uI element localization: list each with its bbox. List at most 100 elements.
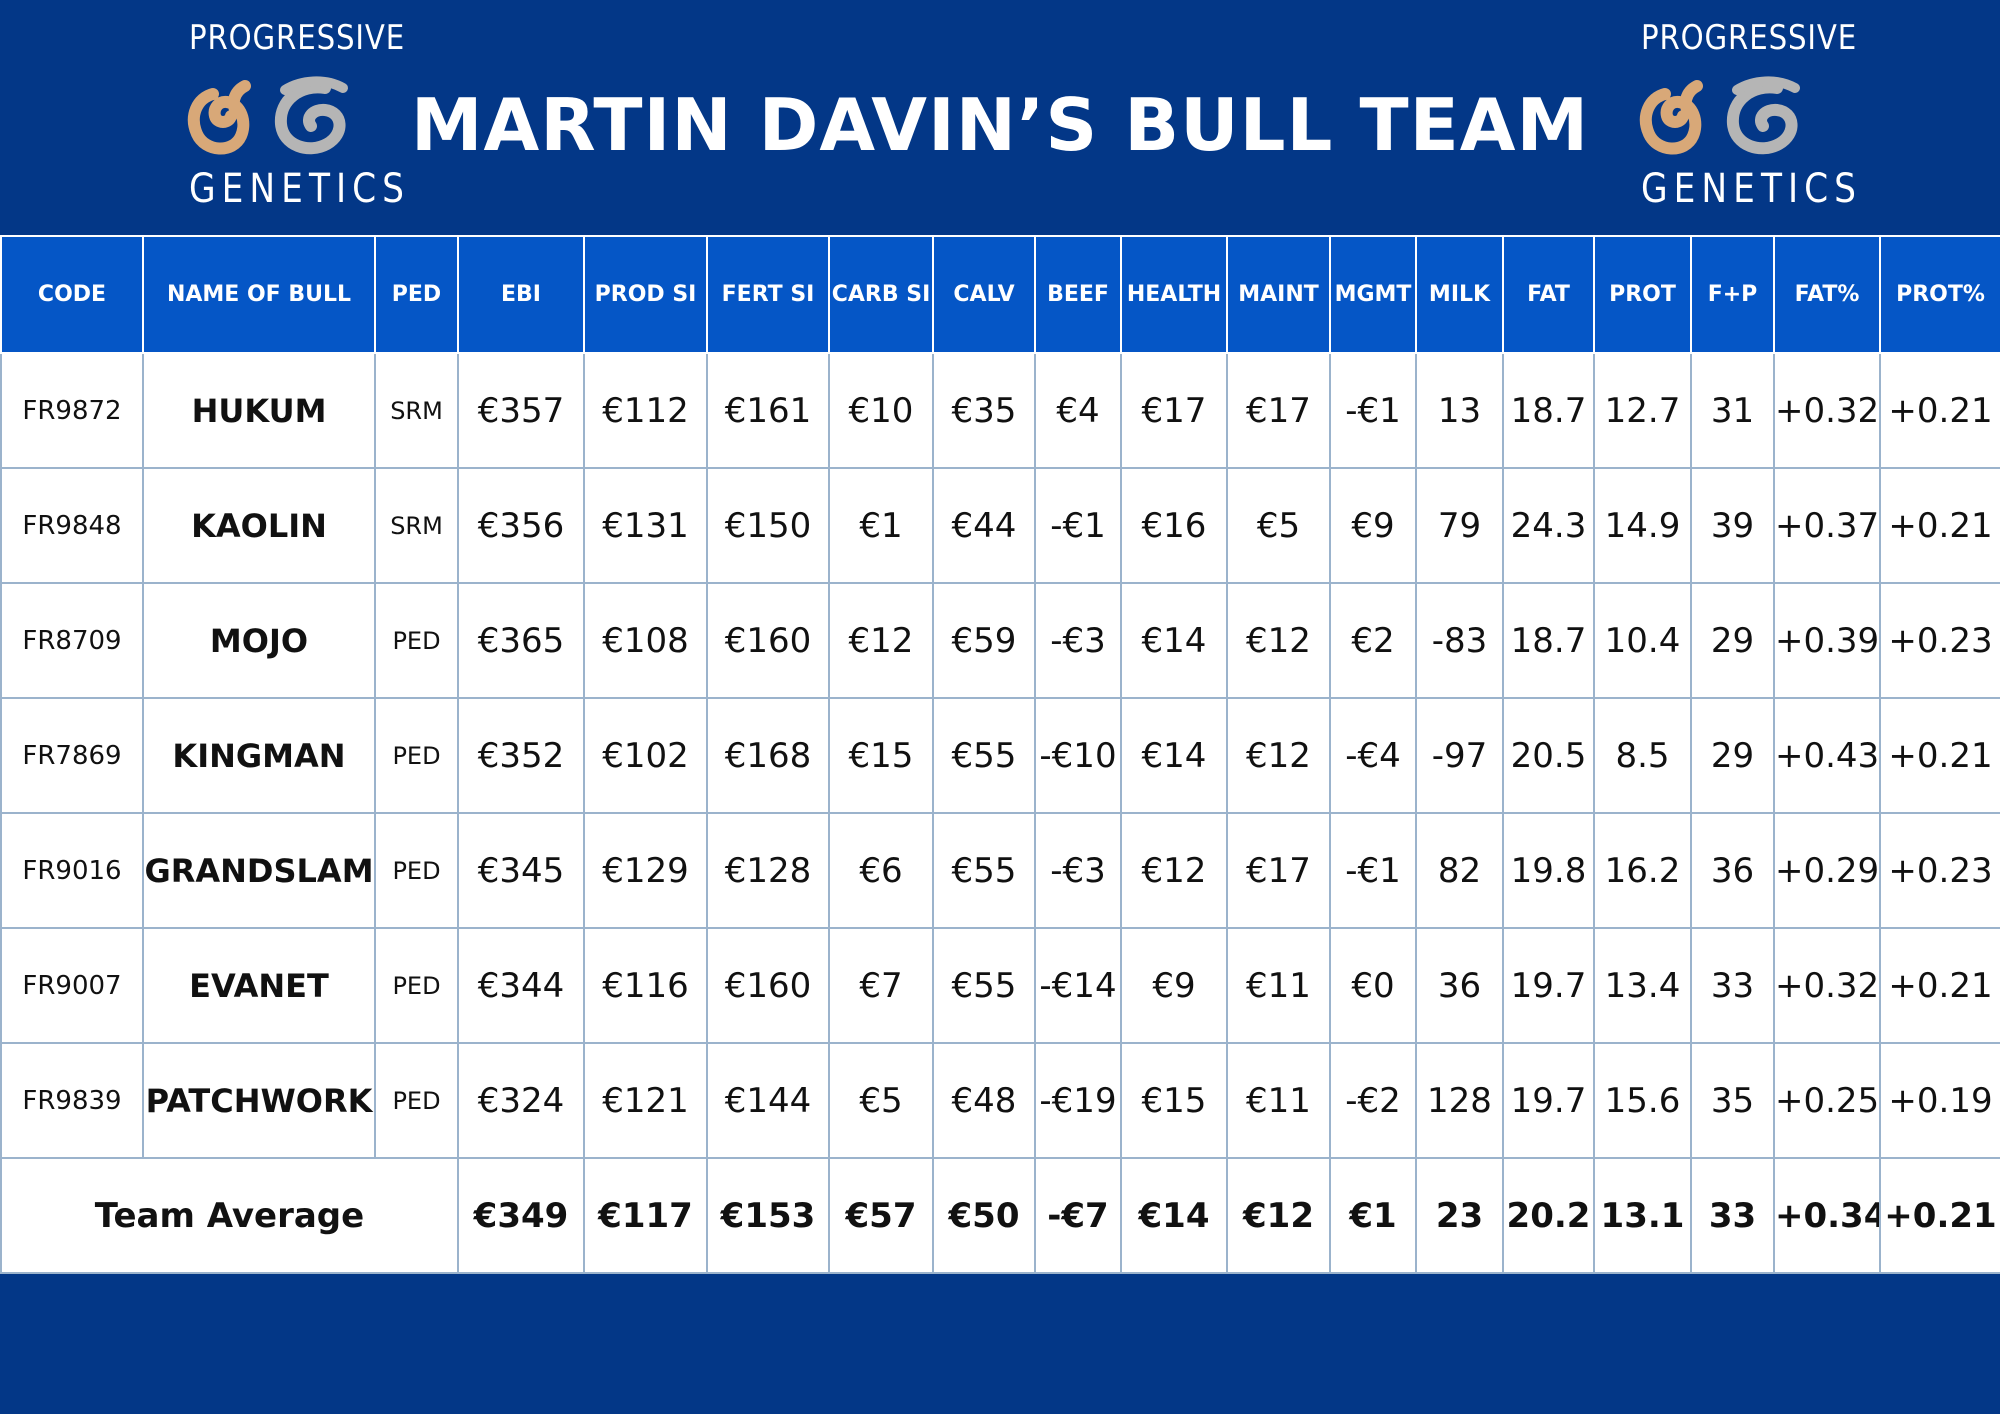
column-header-milk: MILK [1415,235,1504,354]
cell-fat-pct: +0.32 [1773,352,1881,469]
cell-ebi: €345 [457,812,585,929]
team-average-row: Team Average €349 €117 €153 €57 €50 -€7 €14 €12 €… [0,1157,2000,1274]
page-title: MARTIN DAVIN’S BULL TEAM [410,83,1590,167]
cell-fat-pct: +0.37 [1773,467,1881,584]
cell-maint: €12 [1226,697,1331,814]
cell-calv: €48 [932,1042,1036,1159]
cell-fert-si: €150 [706,467,830,584]
column-header-health: HEALTH [1120,235,1228,354]
column-header-mgmt: MGMT [1329,235,1417,354]
cell-carb-si: €5 [828,1042,934,1159]
column-header-prot-pct: PROT% [1879,235,2000,354]
table-body: FR9872 HUKUM SRM €357 €112 €161 €10 €35 €4 €17 €17… [0,352,2000,1274]
average-cell-fat: 20.2 [1502,1157,1595,1274]
average-cell-calv: €50 [932,1157,1036,1274]
cell-bull-name: HUKUM [142,352,376,469]
cell-fat: 19.7 [1502,927,1595,1044]
cell-maint: €17 [1226,352,1331,469]
cell-prod-si: €108 [583,582,708,699]
cell-mgmt: €0 [1329,927,1417,1044]
cell-prot-pct: +0.19 [1879,1042,2000,1159]
cell-prod-si: €131 [583,467,708,584]
cell-prod-si: €112 [583,352,708,469]
pg-swirl-icon [187,76,348,155]
cell-beef: €4 [1034,352,1122,469]
bull-team-table: CODE NAME OF BULL PED EBI PROD SI FERT S… [0,235,2000,1274]
cell-mgmt: €2 [1329,582,1417,699]
average-cell-beef: -€7 [1034,1157,1122,1274]
cell-code: FR8709 [0,582,144,699]
cell-beef: -€10 [1034,697,1122,814]
cell-fat-pct: +0.39 [1773,582,1881,699]
pg-swirl-icon [1639,76,1800,155]
cell-prod-si: €116 [583,927,708,1044]
cell-fp: 35 [1690,1042,1775,1159]
cell-calv: €59 [932,582,1036,699]
cell-mgmt: -€2 [1329,1042,1417,1159]
header-banner: PROGRESSIVE GENETICS MARTIN DAVIN’S BULL… [0,0,2000,235]
table-row: FR9007 EVANET PED €344 €116 €160 €7 €55 -€14 €9 €1… [0,927,2000,1044]
progressive-genetics-logo-left: PROGRESSIVE GENETICS [175,14,411,214]
cell-mgmt: €9 [1329,467,1417,584]
cell-beef: -€19 [1034,1042,1122,1159]
cell-fp: 36 [1690,812,1775,929]
cell-maint: €11 [1226,927,1331,1044]
cell-maint: €17 [1226,812,1331,929]
cell-carb-si: €6 [828,812,934,929]
cell-bull-name: EVANET [142,927,376,1044]
column-header-code: CODE [0,235,144,354]
cell-prot-pct: +0.21 [1879,352,2000,469]
cell-prot-pct: +0.21 [1879,467,2000,584]
cell-prod-si: €102 [583,697,708,814]
cell-fat: 19.7 [1502,1042,1595,1159]
cell-code: FR9848 [0,467,144,584]
cell-code: FR7869 [0,697,144,814]
cell-carb-si: €1 [828,467,934,584]
logo-text-bottom: GENETICS [1641,166,1863,212]
table-row: FR7869 KINGMAN PED €352 €102 €168 €15 €55 -€10 €1… [0,697,2000,814]
cell-bull-name: PATCHWORK [142,1042,376,1159]
cell-fert-si: €128 [706,812,830,929]
cell-ped: PED [374,582,459,699]
column-header-maint: MAINT [1226,235,1331,354]
cell-beef: -€1 [1034,467,1122,584]
average-cell-fat-pct: +0.34 [1773,1157,1881,1274]
cell-fert-si: €160 [706,582,830,699]
cell-health: €14 [1120,582,1228,699]
average-cell-prod-si: €117 [583,1157,708,1274]
cell-fp: 39 [1690,467,1775,584]
cell-fert-si: €161 [706,352,830,469]
cell-maint: €11 [1226,1042,1331,1159]
cell-ebi: €324 [457,1042,585,1159]
logo-text-bottom: GENETICS [189,166,411,212]
cell-mgmt: -€4 [1329,697,1417,814]
cell-health: €15 [1120,1042,1228,1159]
column-header-prot: PROT [1593,235,1692,354]
cell-prod-si: €121 [583,1042,708,1159]
table-row: FR9848 KAOLIN SRM €356 €131 €150 €1 €44 -€1 €16 €5… [0,467,2000,584]
average-cell-prot-pct: +0.21 [1879,1157,2000,1274]
cell-health: €16 [1120,467,1228,584]
cell-bull-name: KAOLIN [142,467,376,584]
cell-milk: 82 [1415,812,1504,929]
cell-prot-pct: +0.21 [1879,697,2000,814]
cell-bull-name: KINGMAN [142,697,376,814]
cell-code: FR9007 [0,927,144,1044]
cell-mgmt: -€1 [1329,352,1417,469]
cell-fat-pct: +0.25 [1773,1042,1881,1159]
column-header-carb-si: CARB SI [828,235,934,354]
average-cell-fert-si: €153 [706,1157,830,1274]
progressive-genetics-logo-right: PROGRESSIVE GENETICS [1627,14,1863,214]
cell-prot: 8.5 [1593,697,1692,814]
table-header-row: CODE NAME OF BULL PED EBI PROD SI FERT S… [0,235,2000,354]
logo-text-top: PROGRESSIVE [1641,18,1858,58]
cell-milk: 128 [1415,1042,1504,1159]
cell-milk: -97 [1415,697,1504,814]
cell-prot-pct: +0.23 [1879,582,2000,699]
column-header-ped: PED [374,235,459,354]
cell-ebi: €365 [457,582,585,699]
cell-ped: PED [374,927,459,1044]
cell-beef: -€3 [1034,582,1122,699]
cell-prod-si: €129 [583,812,708,929]
cell-prot: 12.7 [1593,352,1692,469]
